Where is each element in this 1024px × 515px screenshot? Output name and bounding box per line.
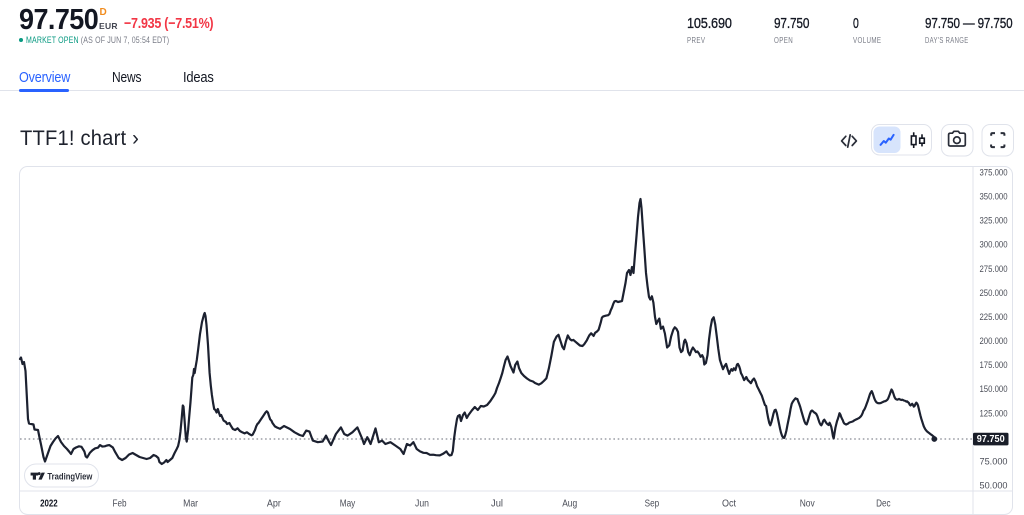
svg-text:325.000: 325.000 xyxy=(980,216,1008,227)
svg-text:Nov: Nov xyxy=(800,498,816,510)
svg-text:May: May xyxy=(340,498,356,510)
svg-text:350.000: 350.000 xyxy=(980,192,1008,203)
svg-text:125.000: 125.000 xyxy=(980,408,1008,419)
svg-text:97.750: 97.750 xyxy=(977,434,1005,445)
svg-text:150.000: 150.000 xyxy=(980,384,1008,395)
svg-text:175.000: 175.000 xyxy=(980,360,1008,371)
svg-text:Oct: Oct xyxy=(722,498,736,510)
svg-text:Aug: Aug xyxy=(562,498,577,510)
svg-text:50.000: 50.000 xyxy=(980,481,1008,492)
svg-text:Mar: Mar xyxy=(183,498,198,510)
svg-text:TradingView: TradingView xyxy=(47,471,93,481)
svg-text:200.000: 200.000 xyxy=(980,336,1008,347)
svg-text:75.000: 75.000 xyxy=(980,457,1008,468)
svg-text:2022: 2022 xyxy=(40,498,58,510)
svg-text:Dec: Dec xyxy=(876,498,891,510)
svg-text:Jun: Jun xyxy=(415,498,429,510)
svg-text:225.000: 225.000 xyxy=(980,312,1008,323)
svg-text:Jul: Jul xyxy=(491,498,503,510)
svg-text:275.000: 275.000 xyxy=(980,264,1008,275)
svg-text:Apr: Apr xyxy=(267,498,281,510)
svg-text:250.000: 250.000 xyxy=(980,288,1008,299)
svg-text:375.000: 375.000 xyxy=(980,168,1008,179)
svg-text:300.000: 300.000 xyxy=(980,240,1008,251)
svg-text:Sep: Sep xyxy=(645,498,660,510)
svg-text:Feb: Feb xyxy=(113,498,127,510)
